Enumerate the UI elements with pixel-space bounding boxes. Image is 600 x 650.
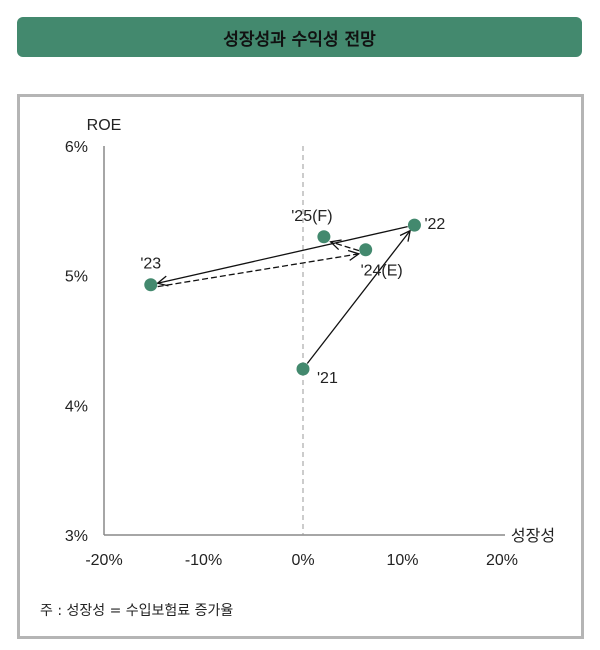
trajectory-arrow [331,242,360,252]
data-point-label: '24(E) [361,263,403,280]
x-tick-label: -20% [85,552,122,569]
data-point-label: '25(F) [291,208,332,225]
data-point-label: '21 [317,370,338,387]
y-tick-label: 3% [65,528,88,545]
x-tick-label: -10% [185,552,222,569]
data-point-marker [359,243,373,257]
data-points: '21 '22 '23 '24(E) '25(F) [140,208,445,387]
data-point-label: '23 [140,256,161,273]
y-axis-title: ROE [87,117,122,134]
chart-title: 성장성과 수익성 전망 [223,29,376,50]
chart-frame [17,94,584,639]
y-tick-label: 6% [65,139,88,156]
data-point-marker [144,278,158,292]
data-point-marker [317,230,331,244]
axes: 6% 5% 4% 3% -20% -10% 0% 10% 20% ROE 성장성 [65,117,555,569]
data-point-label: '22 [424,216,445,233]
trajectory-arrow [158,226,408,284]
x-tick-label: 10% [386,552,418,569]
x-tick-label: 0% [291,552,314,569]
data-point-marker [407,218,421,232]
x-axis-title: 성장성 [511,527,555,545]
y-tick-label: 4% [65,398,88,415]
y-tick-label: 5% [65,269,88,286]
trajectory-arrow [157,254,359,288]
trajectory-arrow [306,231,410,364]
x-tick-label: 20% [486,552,518,569]
data-point-marker [296,362,310,376]
trajectory-arrows [157,226,411,364]
chart-title-bar: 성장성과 수익성 전망 [17,17,582,57]
chart-note: 주 : 성장성 = 수입보험료 증가율 [40,603,234,619]
